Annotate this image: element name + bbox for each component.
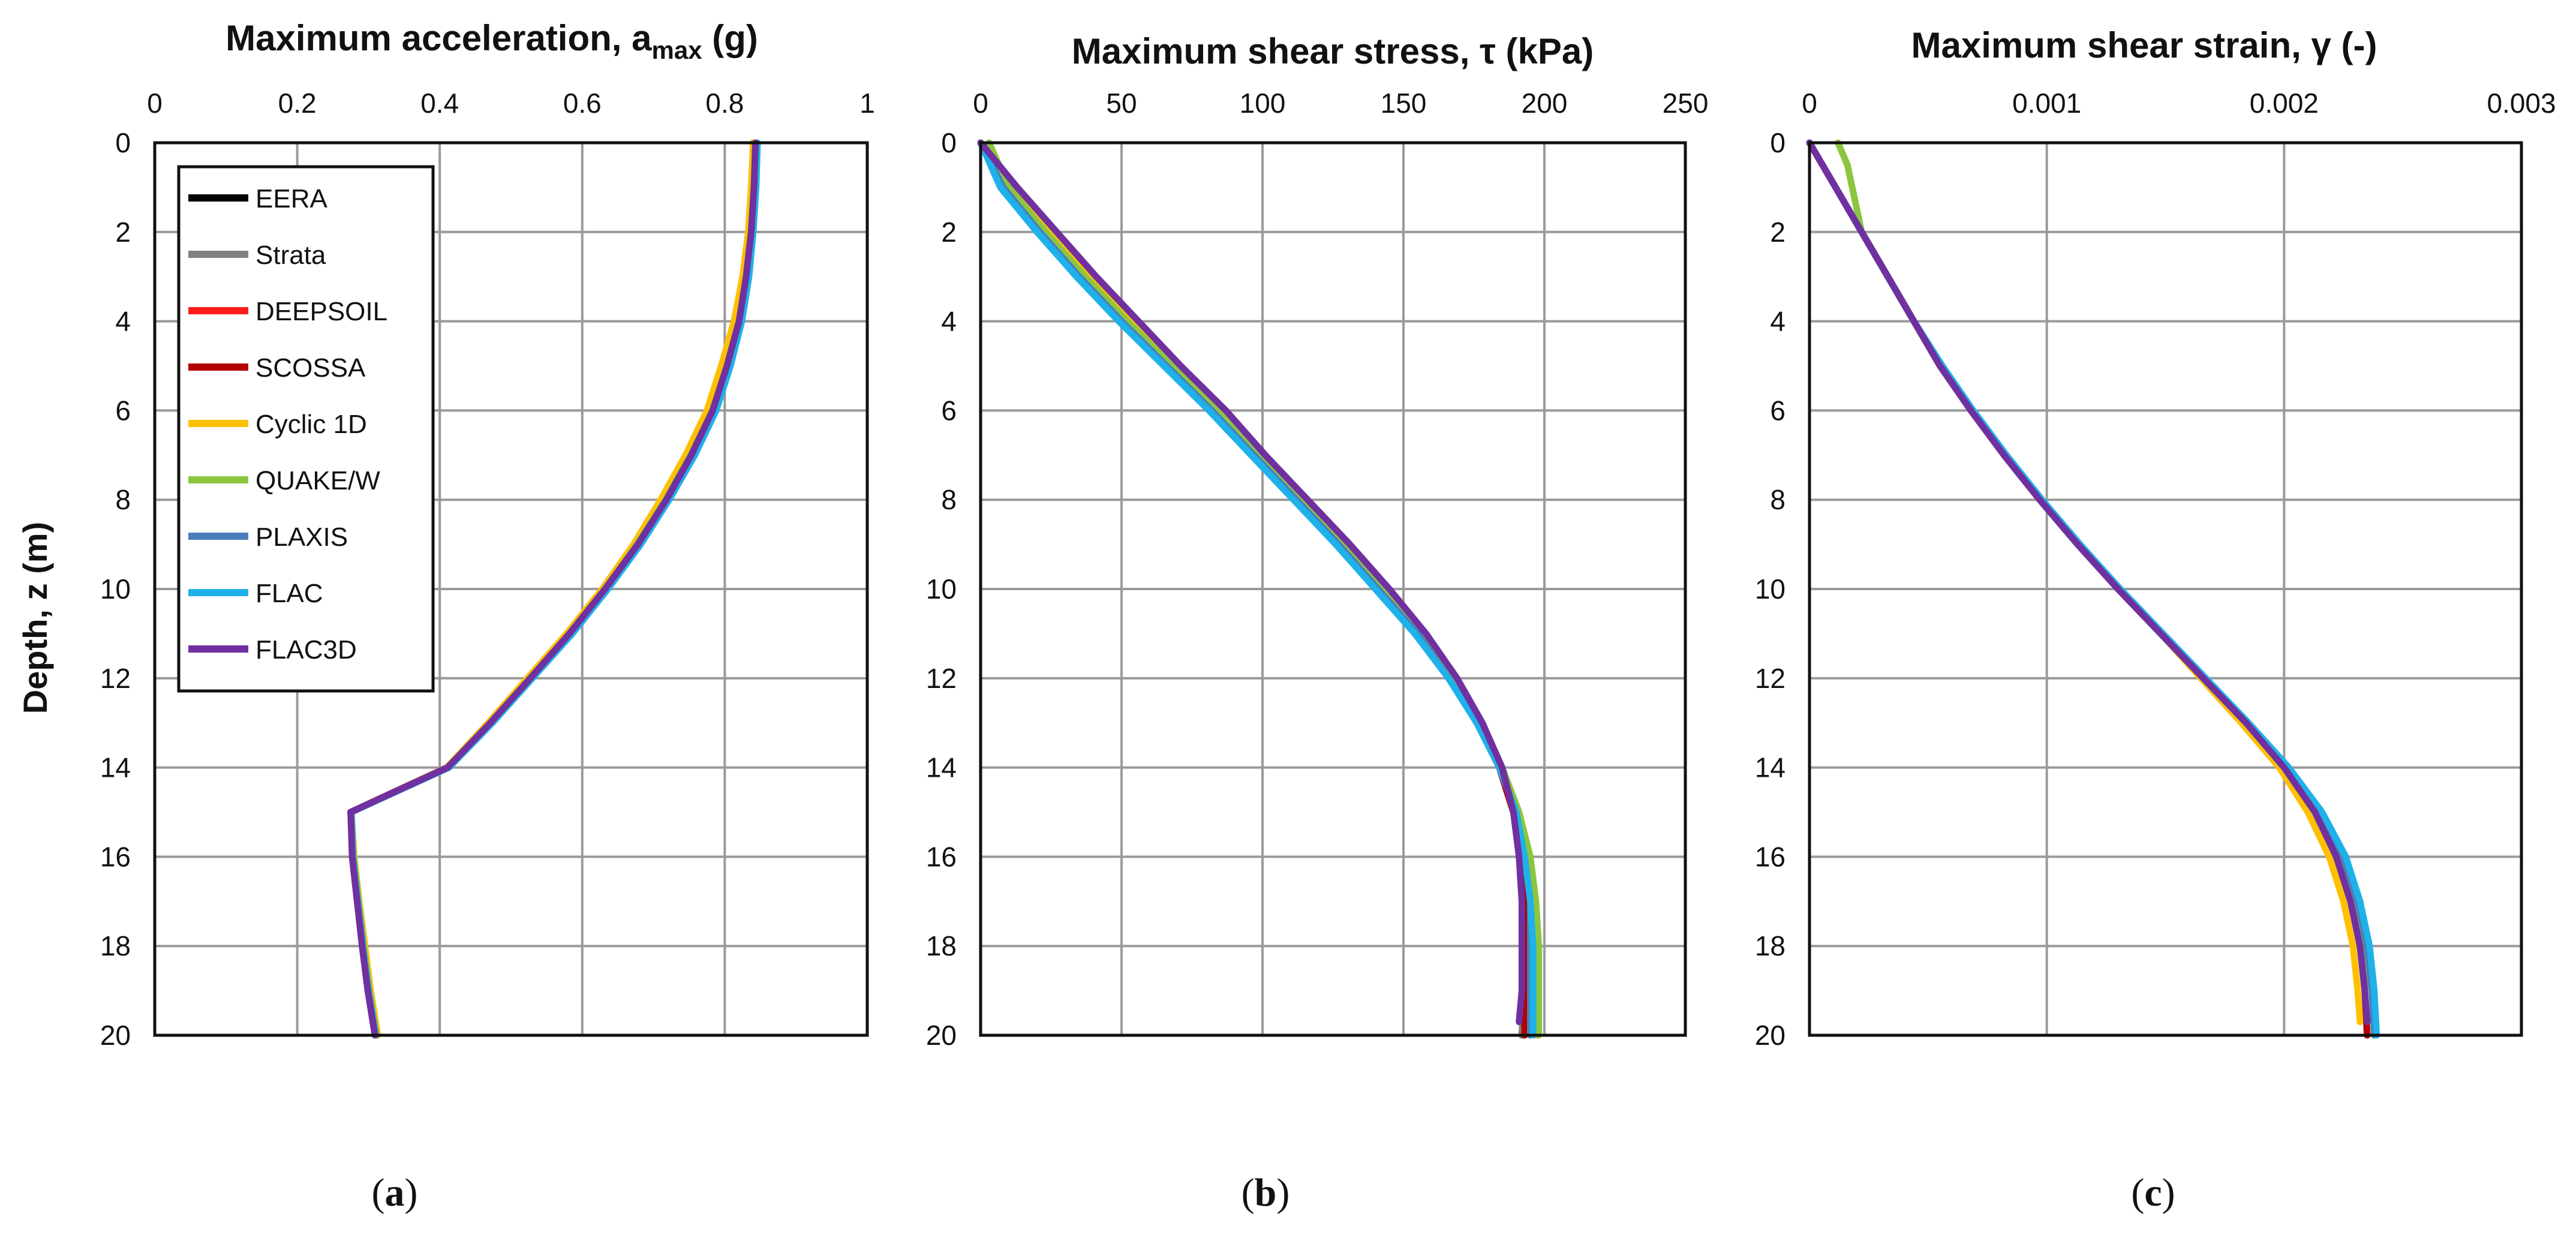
panel-c-y-tick-label: 20 xyxy=(1755,1020,1786,1051)
panel-c-title: Maximum shear strain, γ (-) xyxy=(1911,25,2377,65)
panel-a-y-tick-label: 10 xyxy=(100,573,131,605)
legend-label-quake-w: QUAKE/W xyxy=(256,466,380,495)
panel-c-grid xyxy=(1808,142,2523,1036)
legend-label-strata: Strata xyxy=(256,241,326,270)
panel-b-title: Maximum shear stress, τ (kPa) xyxy=(1072,31,1594,71)
panel-c-y-tick-label: 12 xyxy=(1755,663,1786,694)
panel-c-x-tick-label: 0.003 xyxy=(2487,88,2556,119)
panel-a-x-tick-label: 1 xyxy=(859,88,875,119)
panel-b-y-tick-label: 2 xyxy=(941,217,957,248)
panel-b-y-tick-label: 18 xyxy=(926,930,957,961)
panel-a-x-tick-label: 0.2 xyxy=(278,88,317,119)
panel-c-y-tick-label: 16 xyxy=(1755,841,1786,872)
panel-b-y-tick-label: 0 xyxy=(941,127,957,158)
panel-c-y-ticks: 0 2 4 6 8 10 12 14 16 18 20 xyxy=(1755,127,1786,1051)
panel-a-series-flac3d xyxy=(347,139,759,1039)
panel-a-y-tick-label: 6 xyxy=(115,395,131,426)
panel-c-series xyxy=(1806,139,2380,1039)
panel-a-y-tick-label: 0 xyxy=(115,127,131,158)
panel-b-y-ticks: 0 2 4 6 8 10 12 14 16 18 20 xyxy=(926,127,957,1051)
y-axis-label: Depth, z (m) xyxy=(16,522,54,714)
panel-b-y-tick-label: 20 xyxy=(926,1020,957,1051)
panel-b-x-tick-label: 150 xyxy=(1381,88,1427,119)
panel-b-x-tick-label: 250 xyxy=(1663,88,1709,119)
panel-b-series xyxy=(977,139,1543,1039)
legend-label-scossa: SCOSSA xyxy=(256,353,366,383)
panel-b-y-tick-label: 8 xyxy=(941,484,957,515)
panel-b-series-flac xyxy=(977,139,1537,1039)
panel-a-x-tick-label: 0.8 xyxy=(705,88,744,119)
panel-b-y-tick-label: 12 xyxy=(926,663,957,694)
panel-a-x-tick-label: 0.6 xyxy=(563,88,602,119)
legend: EERA Strata DEEPSOIL SCOSSA Cyclic 1D QUAKE/W… xyxy=(177,165,435,693)
panel-b-series-flac3d xyxy=(977,139,1525,1026)
caption-a: (a) xyxy=(372,1171,418,1215)
panel-c-y-tick-label: 18 xyxy=(1755,930,1786,961)
panel-b-x-ticks: 0 50 100 150 200 250 xyxy=(973,88,1708,119)
legend-label-plaxis: PLAXIS xyxy=(256,522,348,552)
panel-c-x-tick-label: 0.002 xyxy=(2250,88,2319,119)
panel-b: Maximum shear stress, τ (kPa) 0 50 100 150 2… xyxy=(926,31,1709,1051)
panel-a-y-tick-label: 4 xyxy=(115,306,131,337)
panel-b-y-tick-label: 10 xyxy=(926,573,957,605)
panel-a-series xyxy=(347,139,761,1039)
panel-b-y-tick-label: 14 xyxy=(926,752,957,783)
panel-a-y-tick-label: 8 xyxy=(115,484,131,515)
panel-a-y-tick-label: 16 xyxy=(100,841,131,872)
panel-c-series-flac3d xyxy=(1806,139,2371,1026)
panel-c-y-tick-label: 4 xyxy=(1770,306,1786,337)
legend-label-flac3d: FLAC3D xyxy=(256,635,357,665)
panel-b-y-tick-label: 16 xyxy=(926,841,957,872)
panel-a: Maximum acceleration, amax (g) Depth, z … xyxy=(16,18,875,1051)
legend-label-cyclic-1d: Cyclic 1D xyxy=(256,410,367,439)
panel-b-x-tick-label: 100 xyxy=(1240,88,1286,119)
panel-c: Maximum shear strain, γ (-) 0 0.001 0.002 0… xyxy=(1755,25,2556,1051)
panel-a-y-tick-label: 2 xyxy=(115,217,131,248)
panel-c-y-tick-label: 0 xyxy=(1770,127,1786,158)
panel-b-y-tick-label: 6 xyxy=(941,395,957,426)
panel-a-x-ticks: 0 0.2 0.4 0.6 0.8 1 xyxy=(147,88,875,119)
panel-b-frame xyxy=(979,141,1687,1037)
panel-a-x-tick-label: 0.4 xyxy=(420,88,459,119)
panel-a-y-tick-label: 14 xyxy=(100,752,131,783)
panel-a-frame xyxy=(153,141,869,1037)
panel-b-x-tick-label: 50 xyxy=(1106,88,1137,119)
panel-c-y-tick-label: 8 xyxy=(1770,484,1786,515)
panel-c-x-tick-label: 0 xyxy=(1802,88,1817,119)
panel-b-x-tick-label: 0 xyxy=(973,88,988,119)
panel-c-series-cyclic-1d xyxy=(1806,139,2364,1026)
legend-label-flac: FLAC xyxy=(256,579,323,608)
panel-c-y-tick-label: 2 xyxy=(1770,217,1786,248)
panel-a-y-tick-label: 20 xyxy=(100,1020,131,1051)
panel-c-frame xyxy=(1808,141,2523,1037)
caption-c: (c) xyxy=(2131,1171,2175,1215)
panel-c-y-tick-label: 6 xyxy=(1770,395,1786,426)
panel-a-title: Maximum acceleration, amax (g) xyxy=(226,18,758,64)
panel-c-y-tick-label: 10 xyxy=(1755,573,1786,605)
legend-label-eera: EERA xyxy=(256,184,327,214)
legend-label-deepsoil: DEEPSOIL xyxy=(256,297,387,326)
panel-c-x-ticks: 0 0.001 0.002 0.003 xyxy=(1802,88,2556,119)
panel-c-y-tick-label: 14 xyxy=(1755,752,1786,783)
panel-b-x-tick-label: 200 xyxy=(1522,88,1568,119)
panel-a-y-tick-label: 12 xyxy=(100,663,131,694)
panel-c-x-tick-label: 0.001 xyxy=(2012,88,2081,119)
panel-b-y-tick-label: 4 xyxy=(941,306,957,337)
panel-a-x-tick-label: 0 xyxy=(147,88,163,119)
panel-a-y-ticks: 0 2 4 6 8 10 12 14 16 18 20 xyxy=(100,127,131,1051)
panel-a-y-tick-label: 18 xyxy=(100,930,131,961)
caption-b: (b) xyxy=(1242,1171,1290,1215)
